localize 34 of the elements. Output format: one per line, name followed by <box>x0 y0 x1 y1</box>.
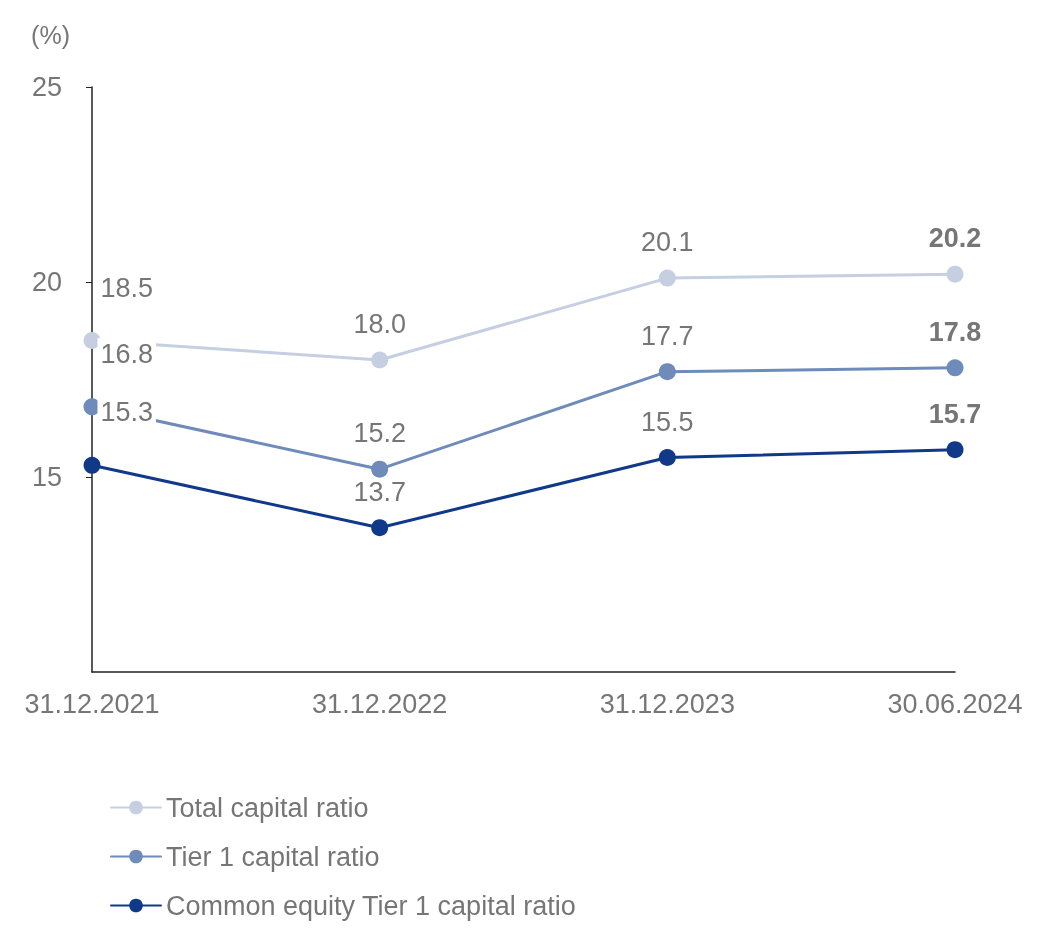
x-tick-label: 31.12.2021 <box>24 688 160 719</box>
data-label: 17.8 <box>928 316 982 347</box>
point <box>946 265 964 283</box>
data-label: 15.7 <box>928 398 982 429</box>
data-label: 16.8 <box>100 338 154 369</box>
point <box>371 351 389 369</box>
data-label: 18.5 <box>100 272 154 303</box>
x-tick-label: 30.06.2024 <box>887 688 1023 719</box>
data-label: 18.0 <box>353 309 406 339</box>
data-label: 13.7 <box>353 476 406 507</box>
y-tick-label: 20 <box>31 267 62 297</box>
y-tick-label: 25 <box>31 72 62 102</box>
data-label: 20.2 <box>928 223 982 254</box>
legend-label: Total capital ratio <box>166 792 369 823</box>
data-label: 15.3 <box>100 397 154 428</box>
data-label: 17.7 <box>641 320 694 351</box>
point <box>83 332 101 349</box>
legend-label: Common equity Tier 1 capital ratio <box>166 890 576 921</box>
point <box>658 269 676 287</box>
point <box>371 460 389 478</box>
point <box>371 519 389 537</box>
y-axis-title: (%) <box>31 20 70 49</box>
x-tick-label: 31.12.2023 <box>599 688 735 719</box>
data-label: 15.5 <box>641 406 694 437</box>
point <box>946 441 964 459</box>
legend-label: Tier 1 capital ratio <box>166 841 380 872</box>
point <box>658 363 676 381</box>
x-tick-label: 31.12.2022 <box>312 688 448 719</box>
point <box>658 449 676 466</box>
point <box>946 359 964 377</box>
y-tick-label: 15 <box>31 462 62 492</box>
data-label: 20.1 <box>641 227 694 258</box>
data-label: 15.2 <box>353 418 406 449</box>
point <box>83 456 101 474</box>
